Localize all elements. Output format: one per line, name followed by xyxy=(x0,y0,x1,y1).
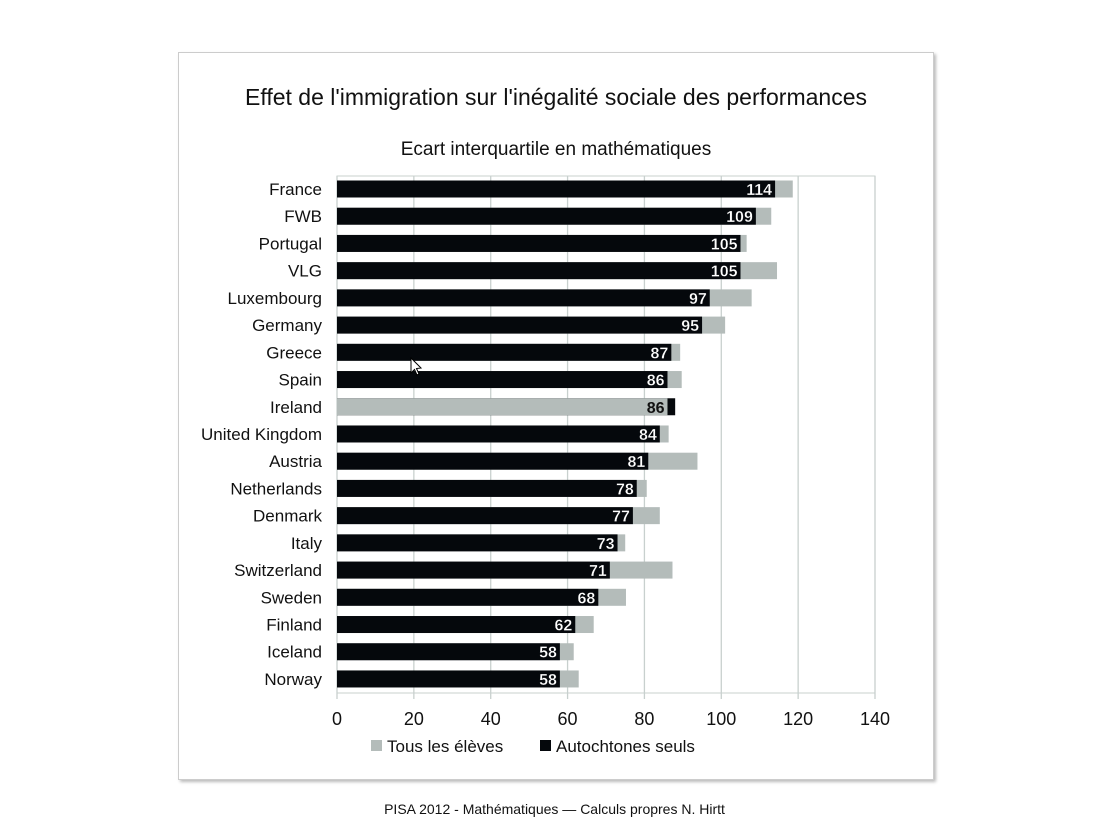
data-label: 95 xyxy=(681,318,699,335)
data-label: 105 xyxy=(711,264,738,281)
category-label: Germany xyxy=(252,316,322,335)
bar-autochtones-seuls xyxy=(337,262,741,280)
legend-label-autochtones: Autochtones seuls xyxy=(556,737,695,756)
mouse-cursor-icon xyxy=(410,356,423,376)
bar-autochtones-seuls xyxy=(337,371,668,389)
bar-autochtones-seuls xyxy=(337,452,649,470)
category-label: Luxembourg xyxy=(227,289,322,308)
category-label: Portugal xyxy=(259,234,322,253)
bar-autochtones-seuls xyxy=(337,534,618,552)
category-label: Italy xyxy=(291,534,323,553)
bar-autochtones-seuls xyxy=(337,643,560,661)
category-label: Austria xyxy=(269,452,322,471)
legend-swatch-autochtones xyxy=(540,740,551,751)
bar-autochtones-seuls xyxy=(337,180,776,198)
category-label: Sweden xyxy=(261,588,322,607)
bar-autochtones-seuls xyxy=(337,479,637,497)
data-label: 73 xyxy=(597,536,615,553)
category-label: Ireland xyxy=(270,398,322,417)
data-label: 97 xyxy=(689,291,707,308)
data-label: 77 xyxy=(612,509,630,526)
chart-title: Effet de l'immigration sur l'inégalité s… xyxy=(245,84,867,110)
bar-autochtones-seuls xyxy=(337,616,576,634)
data-label: 86 xyxy=(647,373,665,390)
legend-swatch-tous xyxy=(371,740,382,751)
data-label: 68 xyxy=(578,590,596,607)
category-label: VLG xyxy=(288,262,322,281)
data-label: 71 xyxy=(589,563,607,580)
category-label: FWB xyxy=(284,207,322,226)
x-tick-label: 20 xyxy=(404,709,424,729)
category-label: Switzerland xyxy=(234,561,322,580)
data-label: 86 xyxy=(647,400,665,417)
category-label: France xyxy=(269,180,322,199)
data-label: 84 xyxy=(639,427,657,444)
x-tick-label: 80 xyxy=(634,709,654,729)
bar-tous-les-eleves xyxy=(337,398,668,416)
data-label: 114 xyxy=(746,182,772,199)
legend-label-tous: Tous les élèves xyxy=(387,737,503,756)
chart-subtitle: Ecart interquartile en mathématiques xyxy=(400,139,712,160)
category-label: Iceland xyxy=(267,643,322,662)
category-label: Netherlands xyxy=(230,479,322,498)
category-label: Greece xyxy=(266,343,322,362)
bar-autochtones-seuls xyxy=(337,588,599,606)
data-label: 78 xyxy=(616,481,634,498)
data-label: 58 xyxy=(539,672,557,689)
category-label: Spain xyxy=(279,371,322,390)
category-label: Norway xyxy=(264,670,322,689)
source-caption: PISA 2012 - Mathématiques — Calculs prop… xyxy=(384,801,725,817)
bar-autochtones-seuls xyxy=(337,670,560,688)
bar-autochtones-seuls xyxy=(337,343,672,361)
data-label: 105 xyxy=(711,236,738,253)
category-label: Finland xyxy=(266,616,322,635)
bar-autochtones-seuls xyxy=(337,316,703,334)
data-label: 87 xyxy=(651,345,669,362)
bar-autochtones-seuls xyxy=(337,289,710,307)
x-tick-label: 40 xyxy=(481,709,501,729)
bar-autochtones-seuls xyxy=(337,507,633,525)
data-label: 109 xyxy=(726,209,753,226)
data-label: 62 xyxy=(554,618,572,635)
x-tick-label: 120 xyxy=(783,709,813,729)
category-label: United Kingdom xyxy=(201,425,322,444)
bar-autochtones-seuls xyxy=(337,561,610,579)
x-tick-label: 60 xyxy=(558,709,578,729)
data-label: 58 xyxy=(539,645,557,662)
x-tick-label: 0 xyxy=(332,709,342,729)
x-tick-label: 140 xyxy=(860,709,890,729)
data-label: 81 xyxy=(627,454,645,471)
bar-autochtones-seuls xyxy=(337,425,660,443)
category-label: Denmark xyxy=(253,507,322,526)
x-tick-label: 100 xyxy=(706,709,736,729)
bar-autochtones-seuls xyxy=(337,207,756,225)
bar-autochtones-seuls xyxy=(337,234,741,252)
